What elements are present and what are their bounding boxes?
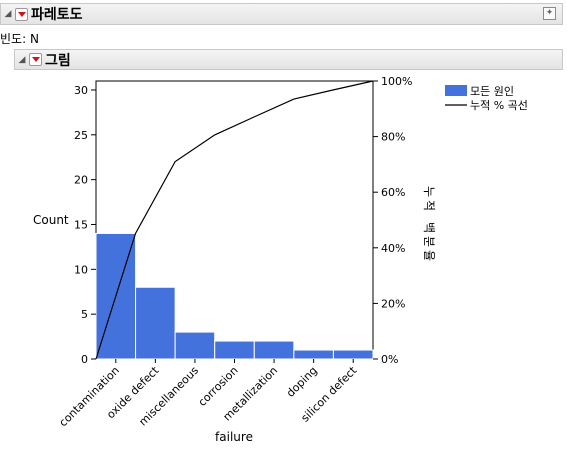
collapse-triangle-icon[interactable]: ◢ <box>18 54 26 65</box>
y-tick-label: 20 <box>74 174 88 187</box>
y2-tick-label: 100% <box>381 75 412 88</box>
svg-text:율: 율 <box>422 250 436 261</box>
bar-oxide-defect[interactable] <box>135 286 176 360</box>
svg-text:누: 누 <box>422 186 436 197</box>
y2-tick-label: 0% <box>381 353 398 366</box>
bar-miscellaneous[interactable] <box>174 331 216 360</box>
graph-menu-icon[interactable] <box>29 53 42 66</box>
bar-silicon-defect[interactable] <box>332 349 374 360</box>
legend: 모든 원인 누적 % 곡선 <box>445 85 528 112</box>
y2-tick-label: 60% <box>381 186 405 199</box>
y-tick-label: 25 <box>74 129 88 142</box>
y-axis-title: Count <box>33 213 69 227</box>
pin-icon[interactable]: ✦ <box>543 7 556 20</box>
svg-text:분: 분 <box>422 236 436 247</box>
x-axis-title: failure <box>215 430 253 444</box>
bar-corrosion[interactable] <box>214 340 255 360</box>
legend-bar-label: 모든 원인 <box>470 85 514 98</box>
bar-metallization[interactable] <box>253 340 295 360</box>
y-tick-label: 30 <box>74 84 88 97</box>
report-title: 파레토도 <box>31 7 83 23</box>
svg-text:백: 백 <box>422 222 436 233</box>
report-menu-icon[interactable] <box>15 7 28 21</box>
graph-title: 그림 <box>45 52 71 69</box>
bar-doping[interactable] <box>293 349 334 360</box>
y-tick-label: 15 <box>74 218 88 231</box>
graph-outline-header: ◢ 그림 <box>14 49 563 70</box>
legend-bar-swatch <box>445 85 467 96</box>
y2-tick-label: 40% <box>381 242 405 255</box>
cumulative-percent-line <box>95 80 374 360</box>
collapse-triangle-icon[interactable]: ◢ <box>4 9 12 19</box>
x-tick-label: doping <box>284 364 320 400</box>
legend-line-label: 누적 % 곡선 <box>470 99 528 112</box>
svg-text:적: 적 <box>422 200 436 211</box>
report-outline-header: ◢ 파레토도 ✦ <box>0 3 563 25</box>
y2-tick-label: 20% <box>381 297 405 310</box>
y2-tick-label: 80% <box>381 131 405 144</box>
frequency-label: 빈도: N <box>0 32 39 46</box>
y-tick-label: 10 <box>74 263 88 276</box>
y-tick-label: 0 <box>81 353 88 366</box>
y-tick-label: 5 <box>81 308 88 321</box>
